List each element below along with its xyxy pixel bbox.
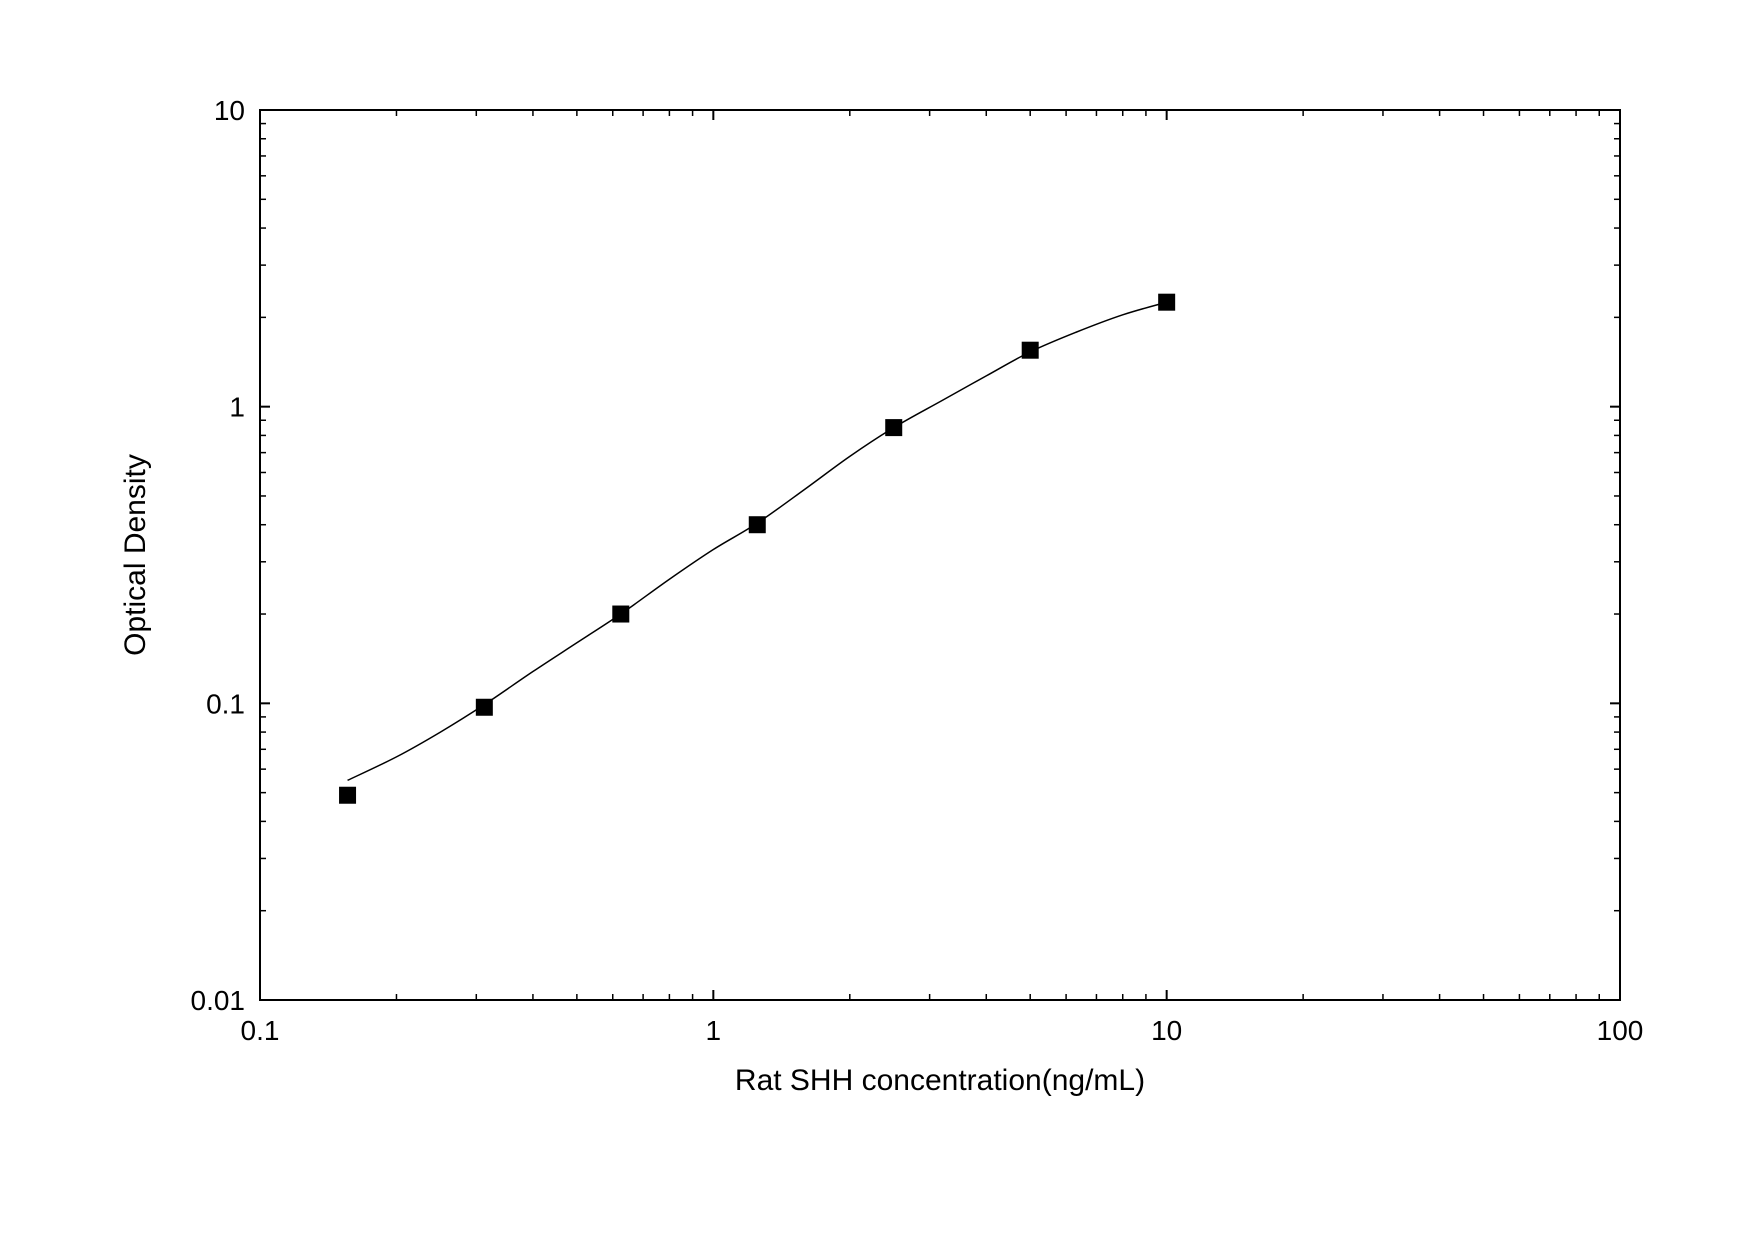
x-tick-label: 10	[1151, 1015, 1182, 1046]
data-marker	[1022, 342, 1038, 358]
y-tick-label: 10	[214, 95, 245, 126]
data-marker	[476, 699, 492, 715]
y-tick-label: 0.01	[191, 985, 246, 1016]
data-marker	[1159, 294, 1175, 310]
data-marker	[749, 517, 765, 533]
chart-svg: 0.11101000.010.1110Rat SHH concentration…	[0, 0, 1755, 1240]
x-tick-label: 1	[706, 1015, 722, 1046]
data-marker	[613, 606, 629, 622]
y-tick-label: 1	[229, 392, 245, 423]
x-axis-label: Rat SHH concentration(ng/mL)	[735, 1064, 1145, 1097]
y-tick-label: 0.1	[206, 688, 245, 719]
data-marker	[340, 787, 356, 803]
data-marker	[886, 420, 902, 436]
y-axis-label: Optical Density	[119, 454, 152, 656]
x-tick-label: 100	[1597, 1015, 1644, 1046]
chart-container: 0.11101000.010.1110Rat SHH concentration…	[0, 0, 1755, 1240]
x-tick-label: 0.1	[241, 1015, 280, 1046]
fit-curve	[348, 302, 1167, 780]
